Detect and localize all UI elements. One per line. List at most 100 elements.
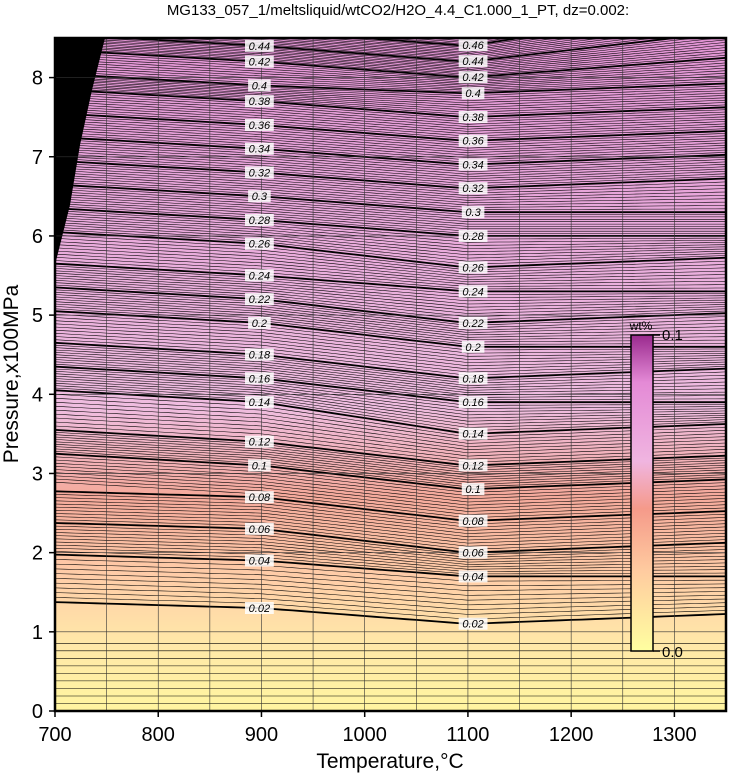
x-axis-label: Temperature,°C bbox=[316, 750, 463, 773]
svg-text:0.08: 0.08 bbox=[249, 492, 271, 504]
minor-contour-line bbox=[55, 329, 726, 367]
major-contour-line bbox=[55, 522, 726, 554]
contour-label: 0.34 bbox=[244, 142, 274, 156]
svg-text:0.26: 0.26 bbox=[462, 262, 484, 274]
svg-text:0.16: 0.16 bbox=[249, 373, 271, 385]
svg-text:1300: 1300 bbox=[652, 724, 697, 746]
minor-contour-line bbox=[55, 141, 726, 170]
minor-contour-line bbox=[55, 98, 726, 127]
minor-contour-line bbox=[55, 76, 726, 99]
minor-contour-line bbox=[55, 500, 726, 531]
svg-text:0.34: 0.34 bbox=[249, 144, 270, 156]
minor-contour-line bbox=[55, 215, 726, 246]
major-contour-line bbox=[108, 38, 683, 63]
minor-contour-line bbox=[55, 301, 726, 338]
minor-contour-line bbox=[55, 448, 726, 485]
svg-text:0.34: 0.34 bbox=[462, 159, 483, 171]
x-tick: 1300 bbox=[652, 711, 697, 746]
major-contour-line bbox=[55, 112, 726, 142]
minor-contour-line bbox=[55, 563, 726, 587]
minor-contour-line bbox=[55, 375, 726, 416]
minor-contour-line bbox=[55, 548, 726, 572]
minor-contour-line bbox=[55, 336, 726, 373]
contour-label: 0.26 bbox=[244, 237, 274, 251]
minor-contour-line bbox=[55, 115, 726, 144]
contour-labels: 0.02 0.04 0.06 0.08 0.1 0.12 0.14 0.16 0.18 0.2 0.… bbox=[244, 39, 488, 631]
minor-contour-line bbox=[55, 413, 726, 454]
contour-label: 0.36 bbox=[244, 118, 274, 132]
minor-contour-line bbox=[55, 451, 726, 488]
svg-text:0.02: 0.02 bbox=[462, 619, 483, 631]
minor-contour-line bbox=[55, 306, 726, 343]
plot-layer: 0.02 0.04 0.06 0.08 0.1 0.12 0.14 0.16 0.18 0.2 0.… bbox=[55, 38, 726, 711]
minor-contour-line bbox=[55, 250, 726, 283]
major-contour-line bbox=[55, 159, 726, 190]
minor-contour-line bbox=[55, 193, 726, 222]
svg-text:0.3: 0.3 bbox=[465, 207, 481, 219]
contour-label: 0.16 bbox=[458, 396, 488, 409]
minor-contour-line bbox=[55, 320, 726, 357]
x-tick: 800 bbox=[142, 711, 175, 746]
contour-label: 0.34 bbox=[458, 158, 488, 171]
minor-contour-line bbox=[55, 478, 726, 515]
minor-contour-line bbox=[55, 247, 726, 280]
minor-contour-line bbox=[55, 219, 726, 253]
contour-label: 0.36 bbox=[458, 134, 488, 148]
minor-contour-line bbox=[55, 456, 726, 493]
minor-contour-line bbox=[55, 587, 726, 610]
minor-contour-line bbox=[55, 108, 726, 137]
minor-contour-line bbox=[55, 139, 726, 168]
minor-contour-line bbox=[55, 61, 726, 86]
minor-contour-line bbox=[55, 205, 726, 234]
minor-contour-line bbox=[55, 541, 726, 568]
y-tick: 1 bbox=[32, 622, 55, 644]
svg-text:4: 4 bbox=[32, 384, 43, 406]
minor-contour-line bbox=[55, 432, 726, 469]
minor-contour-line bbox=[55, 551, 726, 575]
contour-label: 0.2 bbox=[461, 340, 485, 354]
svg-text:0.36: 0.36 bbox=[462, 136, 484, 148]
minor-contour-line bbox=[55, 226, 726, 262]
minor-contour-line bbox=[55, 78, 726, 101]
minor-contour-line bbox=[55, 93, 726, 123]
svg-text:800: 800 bbox=[142, 724, 175, 746]
minor-contour-line bbox=[55, 475, 726, 512]
minor-contour-line bbox=[55, 84, 726, 111]
minor-contour-line bbox=[55, 472, 726, 509]
minor-contour-line bbox=[340, 38, 534, 48]
minor-contour-line bbox=[55, 544, 726, 570]
solidus-region bbox=[55, 38, 105, 265]
svg-text:900: 900 bbox=[245, 724, 278, 746]
minor-contour-line bbox=[55, 238, 726, 273]
y-tick: 4 bbox=[32, 384, 55, 406]
plot-frame bbox=[53, 36, 728, 713]
minor-contour-line bbox=[55, 241, 726, 275]
x-tick: 900 bbox=[245, 711, 278, 746]
contour-label: 0.46 bbox=[458, 39, 488, 52]
minor-contour-line bbox=[55, 303, 726, 340]
minor-contour-line bbox=[55, 506, 726, 538]
svg-text:0.02: 0.02 bbox=[249, 603, 270, 615]
contour-label: 0.02 bbox=[244, 602, 274, 615]
major-contour-line bbox=[55, 553, 726, 578]
minor-contour-line bbox=[91, 38, 699, 64]
svg-text:3: 3 bbox=[32, 463, 43, 485]
x-tick: 700 bbox=[38, 711, 72, 746]
minor-contour-line bbox=[55, 188, 726, 218]
minor-contour-line bbox=[55, 143, 726, 173]
minor-contour-line bbox=[55, 68, 726, 91]
colorbar-max-label: 0.1 bbox=[662, 327, 683, 344]
minor-contour-line bbox=[55, 162, 726, 192]
contour-label: 0.4 bbox=[461, 87, 485, 100]
minor-contour-line bbox=[55, 203, 726, 232]
y-tick: 7 bbox=[32, 147, 55, 169]
contour-lines bbox=[55, 38, 726, 704]
minor-contour-line bbox=[55, 291, 726, 329]
minor-contour-line bbox=[55, 597, 726, 620]
svg-text:0.12: 0.12 bbox=[462, 460, 483, 472]
minor-contour-line bbox=[55, 122, 726, 151]
major-contour-line bbox=[55, 231, 726, 269]
minor-contour-line bbox=[55, 244, 726, 278]
y-tick: 8 bbox=[32, 68, 55, 90]
svg-text:0.26: 0.26 bbox=[249, 239, 271, 251]
